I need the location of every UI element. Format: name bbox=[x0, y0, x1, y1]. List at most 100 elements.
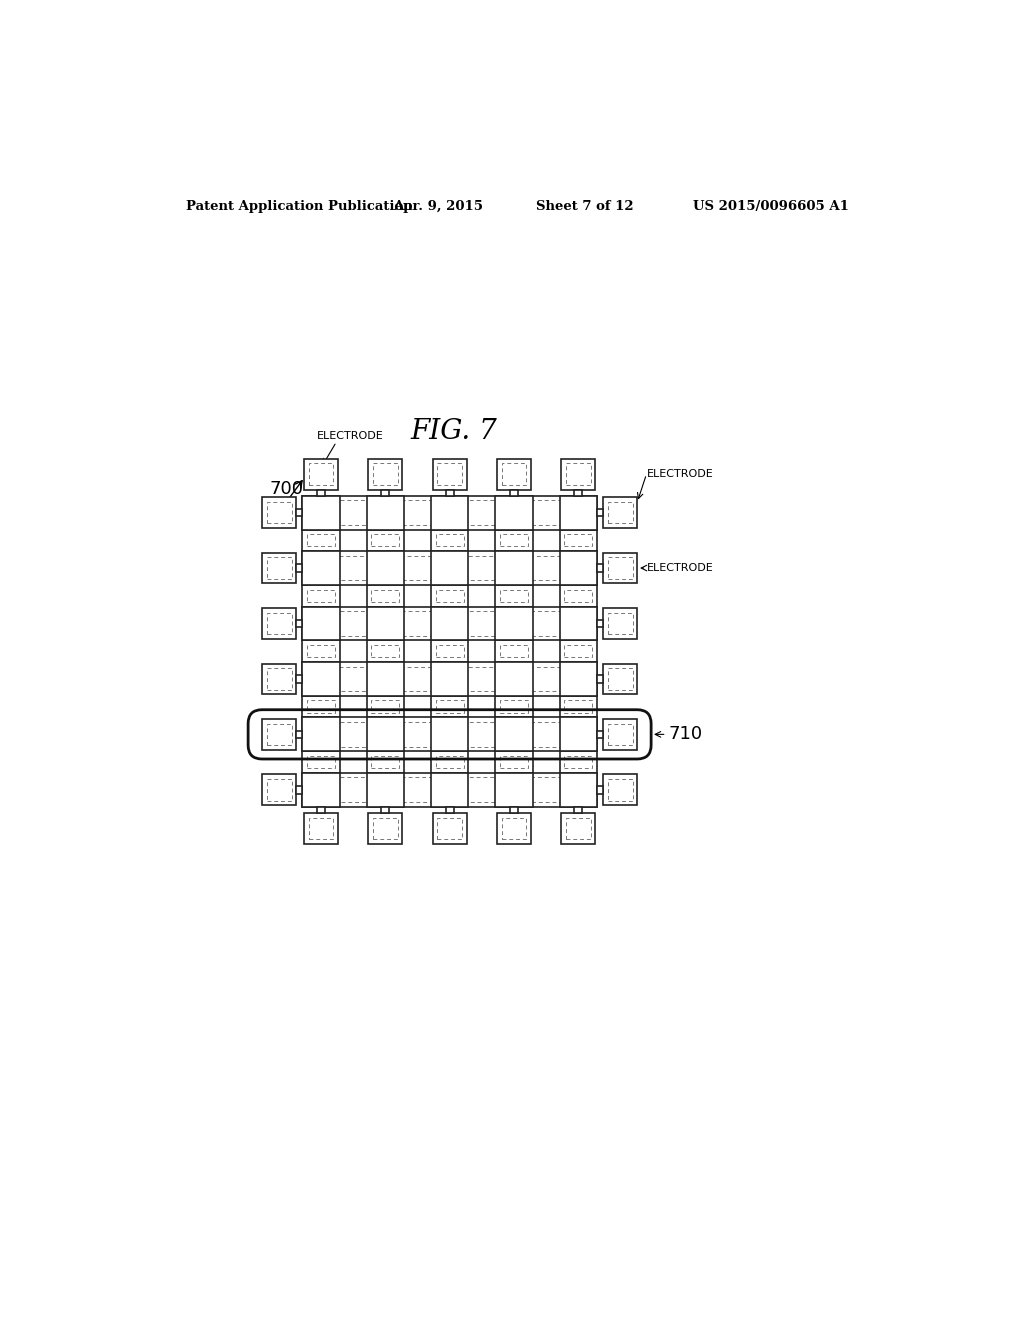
Bar bbox=[432, 459, 467, 490]
Bar bbox=[560, 774, 597, 807]
Bar bbox=[497, 459, 531, 490]
Bar bbox=[564, 590, 592, 602]
Bar bbox=[445, 490, 454, 496]
Bar bbox=[496, 529, 532, 552]
Bar bbox=[500, 645, 528, 657]
Bar bbox=[262, 664, 296, 694]
Bar bbox=[307, 535, 335, 546]
Bar bbox=[431, 696, 468, 718]
Bar bbox=[496, 774, 532, 807]
Bar bbox=[372, 535, 399, 546]
Bar bbox=[496, 718, 532, 751]
Bar bbox=[607, 612, 633, 635]
Bar bbox=[431, 552, 468, 585]
Bar bbox=[560, 718, 597, 751]
Bar bbox=[560, 552, 597, 585]
Bar bbox=[307, 722, 592, 747]
Bar bbox=[302, 774, 340, 807]
Bar bbox=[431, 774, 468, 807]
Bar bbox=[367, 640, 403, 663]
Bar bbox=[304, 813, 338, 843]
Bar bbox=[607, 557, 633, 579]
Bar bbox=[367, 552, 403, 585]
Bar bbox=[302, 640, 340, 663]
Bar bbox=[496, 663, 532, 696]
Bar bbox=[496, 552, 532, 585]
Bar bbox=[266, 723, 292, 744]
Bar bbox=[564, 645, 592, 657]
Bar bbox=[296, 785, 302, 793]
Bar bbox=[431, 663, 468, 696]
Text: FIG. 7: FIG. 7 bbox=[411, 418, 497, 445]
Bar bbox=[367, 552, 403, 585]
Bar bbox=[496, 585, 532, 607]
Bar bbox=[561, 813, 595, 843]
Bar bbox=[607, 779, 633, 800]
Bar bbox=[435, 701, 464, 713]
Bar bbox=[431, 718, 468, 751]
Bar bbox=[510, 490, 518, 496]
Bar bbox=[296, 508, 302, 516]
Text: Sheet 7 of 12: Sheet 7 of 12 bbox=[537, 199, 634, 213]
Bar bbox=[560, 496, 597, 529]
Bar bbox=[367, 718, 403, 751]
Bar bbox=[560, 607, 597, 640]
Bar bbox=[566, 817, 591, 840]
Bar bbox=[317, 490, 325, 496]
Bar bbox=[266, 557, 292, 579]
Bar bbox=[496, 696, 532, 718]
Bar bbox=[560, 529, 597, 552]
Bar bbox=[302, 663, 597, 696]
Bar bbox=[603, 609, 637, 639]
Bar bbox=[560, 696, 597, 718]
Text: 710: 710 bbox=[669, 726, 703, 743]
Bar bbox=[262, 775, 296, 805]
Bar bbox=[367, 774, 403, 807]
Bar bbox=[500, 756, 528, 768]
Bar bbox=[296, 730, 302, 738]
Bar bbox=[372, 645, 399, 657]
Bar bbox=[597, 564, 603, 572]
Bar bbox=[381, 807, 389, 813]
Text: ELECTRODE: ELECTRODE bbox=[317, 430, 384, 441]
Bar bbox=[574, 807, 583, 813]
Bar bbox=[560, 496, 597, 529]
Bar bbox=[302, 552, 340, 585]
Bar bbox=[510, 807, 518, 813]
Bar bbox=[302, 585, 340, 607]
Bar bbox=[574, 490, 583, 496]
Bar bbox=[372, 756, 399, 768]
Bar bbox=[431, 585, 468, 607]
Bar bbox=[266, 779, 292, 800]
Bar bbox=[431, 751, 468, 774]
Bar bbox=[302, 607, 340, 640]
Bar bbox=[496, 774, 532, 807]
Bar bbox=[308, 817, 334, 840]
Bar bbox=[381, 490, 389, 496]
Bar bbox=[367, 663, 403, 696]
Bar bbox=[296, 675, 302, 682]
Bar bbox=[317, 807, 325, 813]
Bar bbox=[496, 663, 532, 696]
Bar bbox=[302, 774, 597, 807]
Bar bbox=[372, 590, 399, 602]
Bar bbox=[445, 807, 454, 813]
Bar bbox=[496, 552, 532, 585]
Bar bbox=[437, 463, 462, 484]
Bar bbox=[607, 668, 633, 689]
Bar bbox=[431, 529, 468, 552]
Bar bbox=[496, 496, 532, 529]
Bar bbox=[435, 645, 464, 657]
Bar bbox=[262, 553, 296, 583]
Bar bbox=[367, 751, 403, 774]
Bar bbox=[307, 701, 335, 713]
Bar bbox=[564, 535, 592, 546]
Bar bbox=[502, 817, 526, 840]
Bar bbox=[307, 667, 592, 692]
Bar bbox=[302, 496, 340, 529]
Bar bbox=[367, 607, 403, 640]
Bar bbox=[302, 496, 340, 529]
Bar bbox=[502, 463, 526, 484]
Bar bbox=[431, 552, 468, 585]
Bar bbox=[603, 719, 637, 750]
